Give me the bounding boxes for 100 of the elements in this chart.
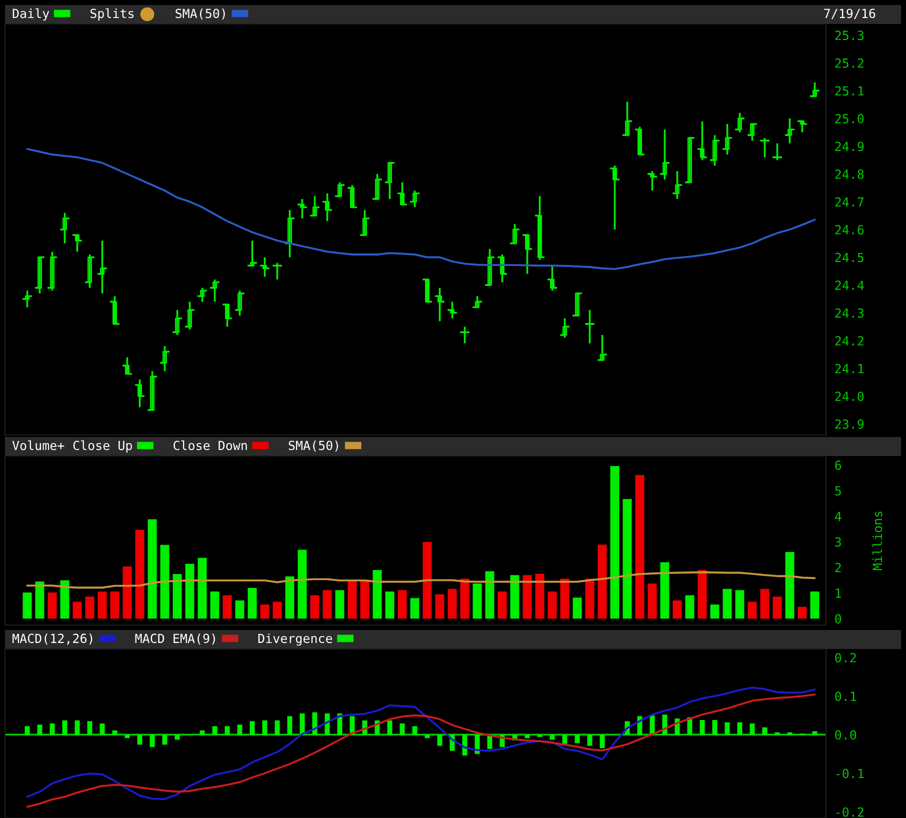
candlestick <box>360 209 370 236</box>
bar <box>387 720 392 735</box>
y-tick-label: 0.1 <box>835 692 856 702</box>
y-tick-label: 24.2 <box>835 336 864 346</box>
bar <box>360 581 370 619</box>
candlestick <box>472 295 482 308</box>
bar <box>262 720 268 735</box>
bar <box>287 716 292 735</box>
bar <box>150 734 155 748</box>
bar <box>110 591 120 619</box>
y-tick-label: 24.8 <box>835 169 864 179</box>
bar <box>35 581 44 619</box>
bar <box>600 734 605 748</box>
bar <box>285 576 294 619</box>
legend-label: Divergence <box>258 633 332 646</box>
bar <box>748 602 757 619</box>
bar <box>212 726 218 735</box>
bar <box>572 598 582 619</box>
y-tick-label: 25.0 <box>835 114 864 124</box>
candlestick <box>160 345 170 372</box>
bar <box>685 595 694 619</box>
bar <box>622 499 632 619</box>
bar <box>237 724 242 735</box>
candlestick <box>334 181 345 198</box>
candlestick <box>460 326 470 344</box>
y-tick-label: 2 <box>835 562 841 572</box>
candlestick <box>810 81 820 98</box>
bar <box>200 730 205 735</box>
candlestick <box>247 240 258 267</box>
candlestick <box>197 286 208 303</box>
bar <box>410 598 420 619</box>
candlestick <box>672 170 682 200</box>
candlestick <box>660 128 670 180</box>
y-tick-label: 25.3 <box>835 30 864 40</box>
bar <box>124 734 130 738</box>
y-tick-label: 24.4 <box>835 280 864 290</box>
y-tick-label: 0.0 <box>835 730 856 740</box>
bar <box>235 600 244 619</box>
bar <box>535 574 544 619</box>
bar <box>335 590 344 619</box>
bar <box>87 721 92 735</box>
candlestick <box>172 309 182 336</box>
bar <box>398 590 407 619</box>
candlestick <box>372 173 382 200</box>
bar <box>548 591 557 619</box>
bar <box>698 570 707 619</box>
bar <box>135 530 144 619</box>
y-tick-label: 1 <box>836 588 842 598</box>
legend-label: Daily <box>12 8 50 21</box>
bar <box>122 566 132 619</box>
bar <box>722 588 732 619</box>
bar <box>812 731 818 735</box>
bar <box>574 734 580 744</box>
bar <box>74 720 80 735</box>
candlestick <box>622 100 632 136</box>
bar <box>172 574 182 619</box>
candlestick <box>710 134 720 167</box>
candlestick <box>47 250 58 292</box>
bar <box>460 578 470 619</box>
candlestick <box>597 334 608 361</box>
bar <box>72 602 82 619</box>
bar <box>224 726 230 735</box>
candlestick <box>722 123 732 156</box>
bar <box>598 544 607 619</box>
candlestick <box>322 192 332 222</box>
bar <box>448 588 457 619</box>
candlestick <box>134 378 145 408</box>
bar <box>498 591 507 619</box>
bar <box>785 552 794 619</box>
bar <box>112 730 118 735</box>
y-tick-label: 3 <box>835 537 841 547</box>
candlestick <box>697 120 708 161</box>
text: 7/19/16 <box>824 8 876 20</box>
bar <box>635 474 644 619</box>
bar <box>310 595 320 619</box>
candlestick <box>747 123 758 142</box>
y-tick-label: 6 <box>835 460 842 470</box>
bar <box>160 544 170 619</box>
candlestick <box>147 370 158 411</box>
bar <box>648 584 657 619</box>
y-axis-title: Millions <box>872 512 882 570</box>
legend-label: Close Up <box>73 440 132 453</box>
bar <box>710 604 720 619</box>
bar <box>810 591 820 619</box>
bar <box>485 571 494 619</box>
y-tick-label: 5 <box>835 486 841 496</box>
y-tick-label: 24.1 <box>835 364 864 374</box>
legend-label: Splits <box>90 8 134 21</box>
candlestick <box>584 309 595 344</box>
candlestick <box>447 300 458 320</box>
bar <box>760 588 770 619</box>
bar <box>98 591 107 619</box>
y-tick-label: 23.9 <box>835 419 864 429</box>
bar <box>137 734 142 745</box>
candlestick <box>384 162 395 200</box>
candlestick <box>534 195 545 261</box>
bar <box>300 713 305 735</box>
bar <box>510 575 520 619</box>
bar <box>650 715 655 735</box>
y-tick-label: 24.9 <box>835 142 864 152</box>
